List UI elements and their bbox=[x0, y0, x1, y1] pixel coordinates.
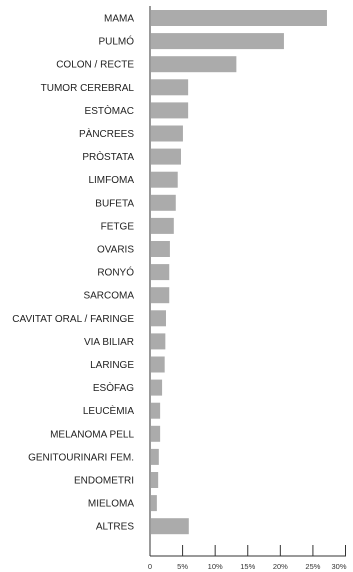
category-label-10: OVARIS bbox=[97, 245, 134, 256]
category-label-0: MAMA bbox=[104, 14, 134, 25]
bar-14 bbox=[151, 333, 166, 350]
category-label-12: SARCOMA bbox=[83, 291, 134, 302]
bar-21 bbox=[151, 495, 157, 512]
category-label-14: VIA BILIAR bbox=[84, 337, 134, 348]
category-label-15: LARINGE bbox=[90, 360, 134, 371]
bar-3 bbox=[151, 79, 189, 96]
bar-20 bbox=[151, 472, 159, 488]
bar-17 bbox=[151, 402, 161, 419]
bar-16 bbox=[151, 379, 163, 396]
category-label-7: LIMFOMA bbox=[88, 175, 134, 186]
x-tick-label-2: 10% bbox=[208, 562, 223, 571]
category-label-16: ESÒFAG bbox=[93, 381, 134, 394]
category-label-9: FETGE bbox=[101, 221, 135, 232]
x-ticks-group: 0 5% 10% 15% 20% 25% 30% bbox=[148, 545, 347, 571]
bar-13 bbox=[151, 310, 166, 327]
category-label-13: CAVITAT ORAL / FARINGE bbox=[12, 314, 134, 325]
bar-22 bbox=[151, 518, 189, 535]
bar-5 bbox=[151, 125, 183, 142]
category-label-17: LEUCÈMIA bbox=[83, 404, 134, 417]
category-label-8: BUFETA bbox=[95, 198, 134, 209]
category-label-2: COLON / RECTE bbox=[56, 60, 134, 71]
bar-4 bbox=[151, 102, 189, 119]
bar-0 bbox=[151, 10, 327, 26]
category-label-4: ESTÒMAC bbox=[85, 104, 134, 117]
bar-18 bbox=[151, 425, 161, 442]
bar-2 bbox=[151, 56, 237, 73]
bar-19 bbox=[151, 448, 159, 465]
x-tick-label-4: 20% bbox=[273, 562, 288, 571]
category-label-11: RONYÓ bbox=[97, 266, 134, 279]
x-tick-label-3: 15% bbox=[240, 562, 255, 571]
x-tick-label-0: 0 bbox=[148, 562, 152, 571]
bar-8 bbox=[151, 194, 176, 211]
bar-12 bbox=[151, 287, 170, 304]
category-label-21: MIELOMA bbox=[88, 499, 134, 510]
bar-15 bbox=[151, 356, 165, 373]
bars-group bbox=[151, 10, 327, 535]
bar-9 bbox=[151, 217, 174, 234]
category-label-18: MELANOMA PELL bbox=[50, 429, 134, 440]
category-label-1: PULMÓ bbox=[98, 35, 134, 48]
x-tick-label-1: 5% bbox=[177, 562, 188, 571]
bar-11 bbox=[151, 264, 170, 281]
bar-10 bbox=[151, 241, 170, 257]
bar-1 bbox=[151, 33, 284, 50]
bar-6 bbox=[151, 148, 181, 165]
category-labels-group: MAMA PULMÓ COLON / RECTE TUMOR CEREBRAL ESTÒ… bbox=[12, 14, 134, 533]
x-tick-label-6: 30% bbox=[331, 562, 346, 571]
x-tick-label-5: 25% bbox=[305, 562, 320, 571]
category-label-6: PRÒSTATA bbox=[82, 150, 134, 163]
category-label-3: TUMOR CEREBRAL bbox=[41, 83, 135, 94]
category-label-19: GENITOURINARI FEM. bbox=[28, 452, 134, 463]
category-label-20: ENDOMETRI bbox=[74, 476, 134, 487]
bar-7 bbox=[151, 171, 178, 188]
category-label-5: PÀNCREES bbox=[79, 127, 134, 140]
category-label-22: ALTRES bbox=[96, 522, 134, 533]
